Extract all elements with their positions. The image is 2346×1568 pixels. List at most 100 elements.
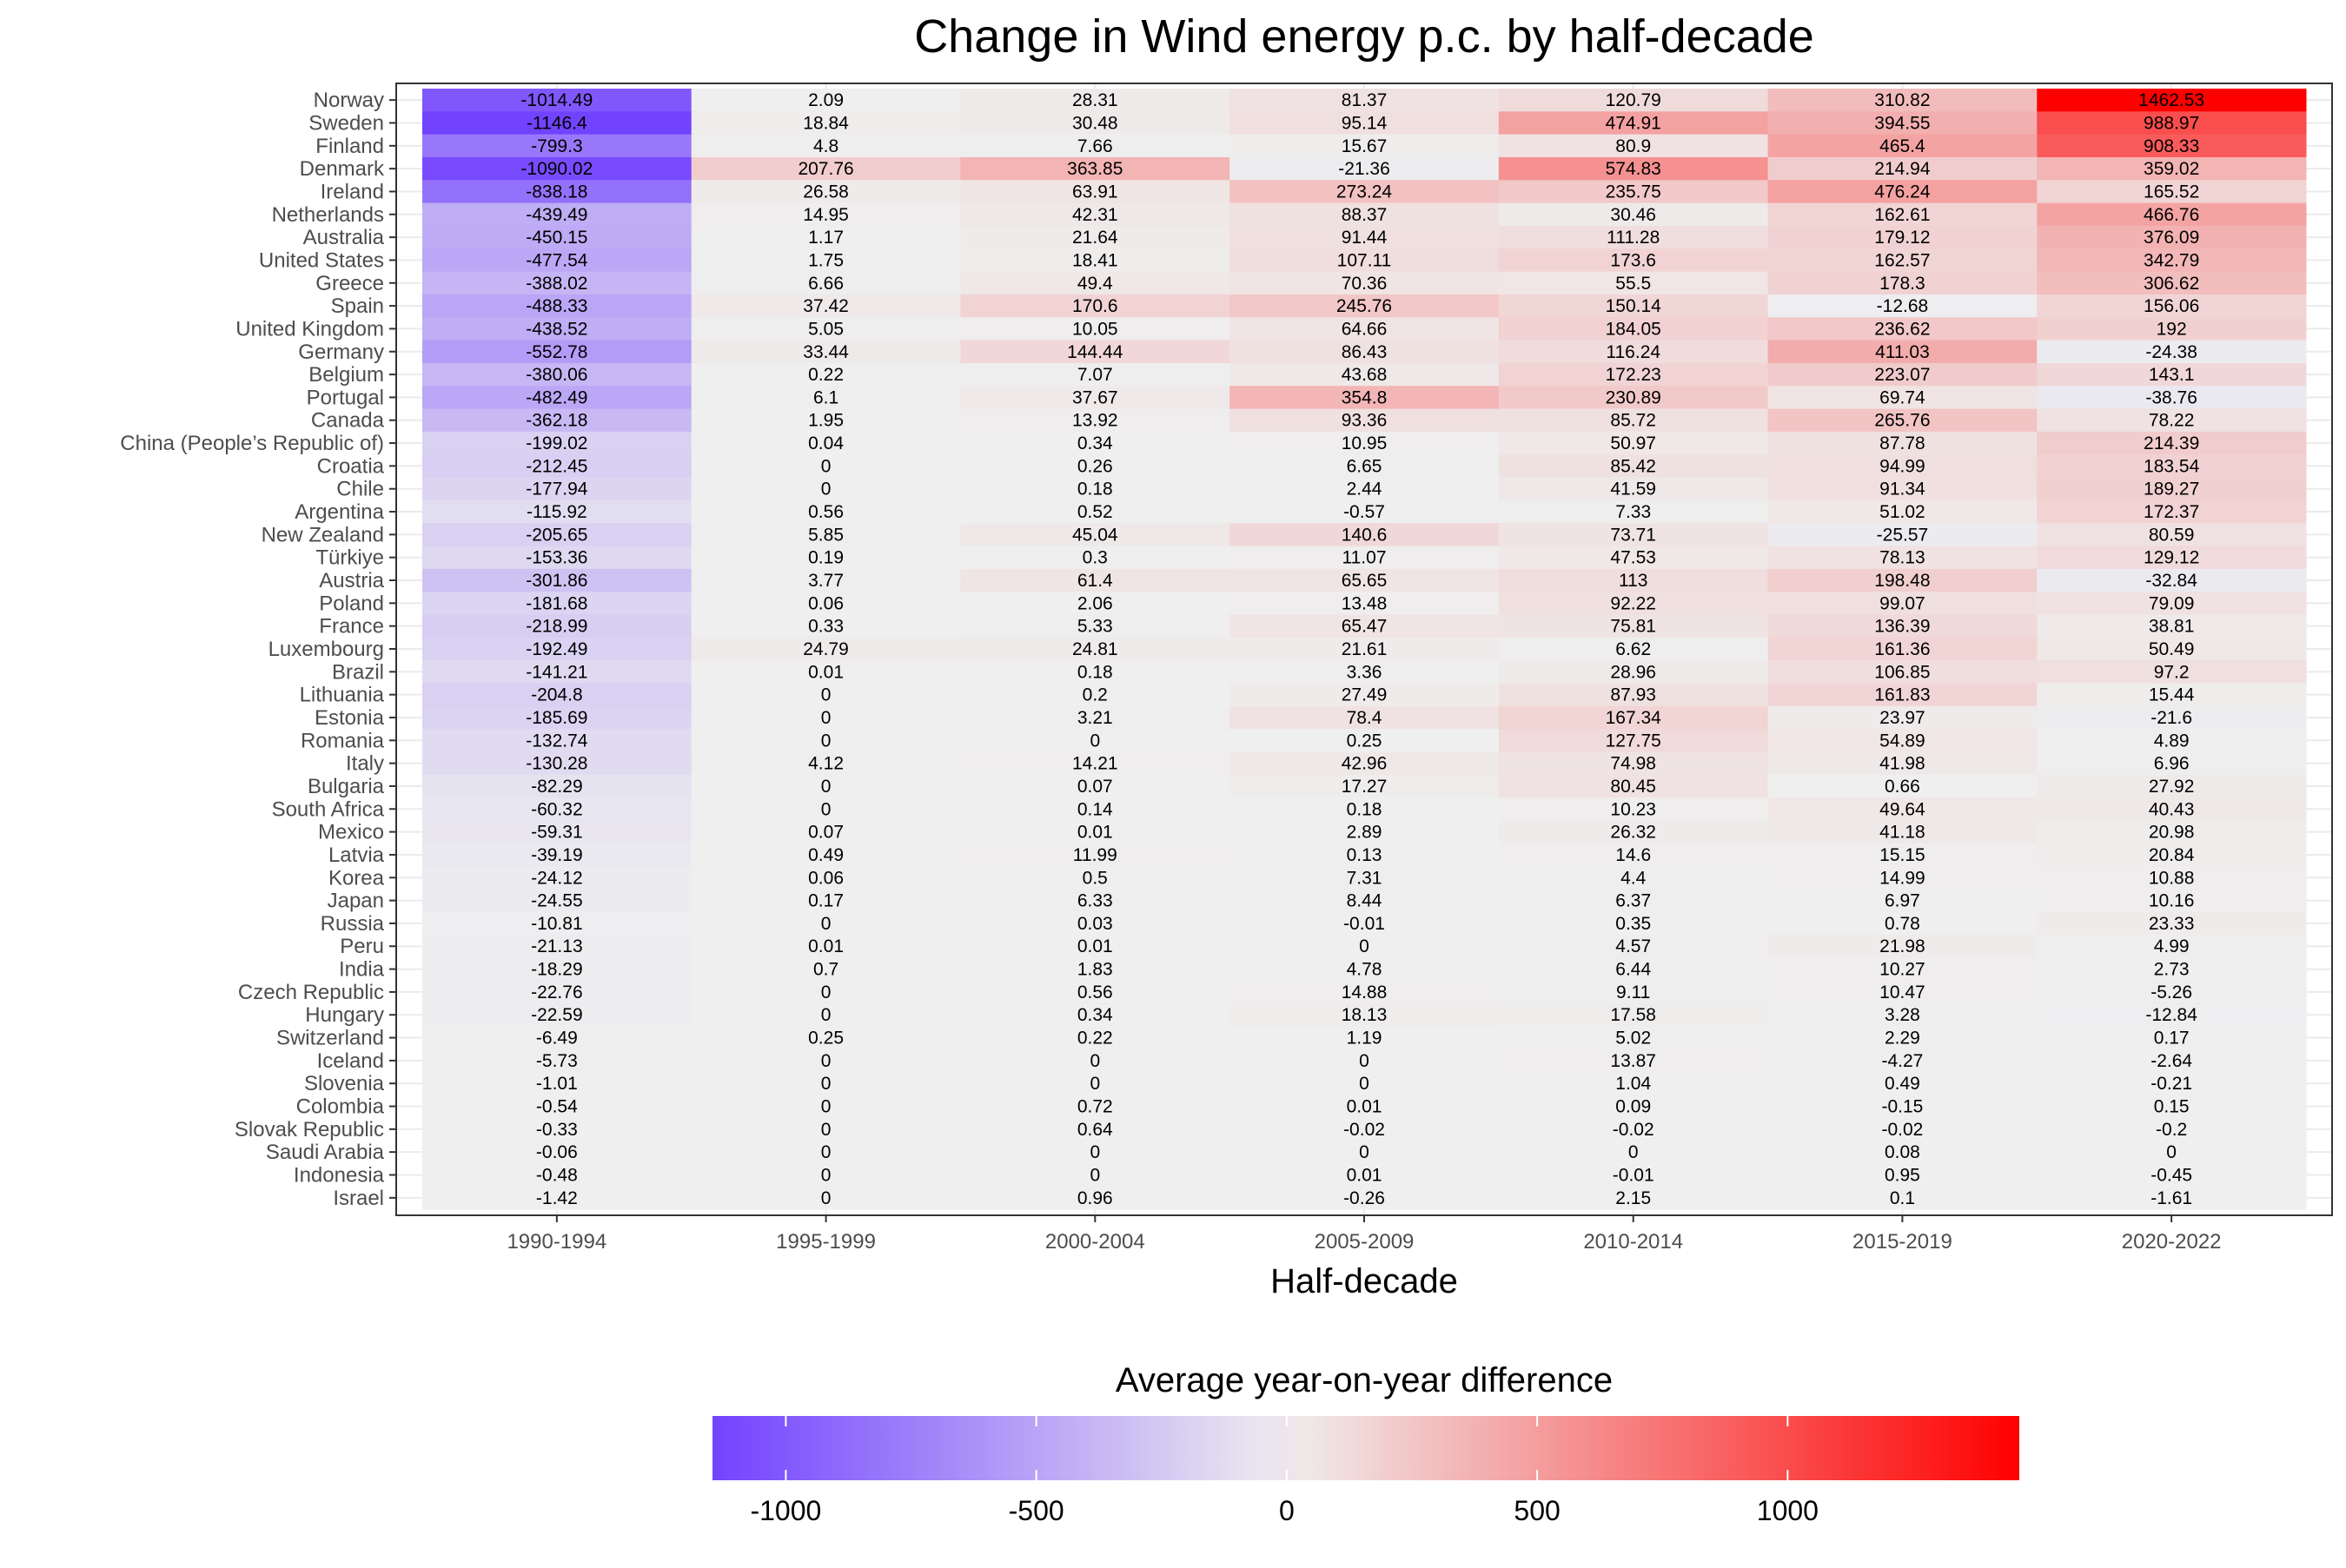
cell-value-label: 41.98	[1879, 754, 1925, 774]
cell-value-label: 0.52	[1077, 502, 1113, 522]
heatmap-cell	[691, 111, 961, 136]
cell-value-label: -0.26	[1343, 1188, 1385, 1208]
heatmap-cell	[1767, 202, 2038, 227]
heatmap-cell	[1498, 294, 1769, 318]
heatmap-cell	[1498, 820, 1769, 844]
cell-value-label: 1.17	[808, 228, 844, 248]
heatmap-cell	[422, 957, 693, 982]
cell-value-label: -0.45	[2150, 1166, 2192, 1186]
cell-value-label: 0.78	[1885, 914, 1920, 934]
cell-value-label: 4.89	[2154, 731, 2190, 751]
heatmap-cell	[960, 477, 1230, 501]
heatmap-cell	[1498, 866, 1769, 890]
cell-value-label: 28.96	[1610, 662, 1656, 682]
cell-value-label: 0.49	[808, 845, 844, 865]
heatmap-cell	[1229, 340, 1500, 364]
heatmap-cell	[2037, 592, 2307, 616]
cell-value-label: -799.3	[531, 136, 583, 156]
cell-value-label: 5.33	[1077, 617, 1113, 637]
heatmap-cell	[691, 202, 961, 227]
cell-value-label: 0.01	[1347, 1166, 1382, 1186]
heatmap-cell	[422, 1003, 693, 1027]
cell-value-label: 14.21	[1072, 754, 1118, 774]
heatmap-cell	[1229, 134, 1500, 158]
cell-value-label: 342.79	[2144, 250, 2199, 270]
heatmap-cell	[2037, 89, 2307, 112]
heatmap-cell	[422, 225, 693, 249]
heatmap-cell	[422, 705, 693, 730]
heatmap-cell	[1229, 317, 1500, 341]
heatmap-cell	[691, 546, 961, 570]
cell-value-label: -439.49	[526, 205, 587, 225]
x-tick-label: 1990-1994	[507, 1230, 606, 1254]
cell-value-label: -0.33	[536, 1120, 578, 1140]
heatmap-cell	[1498, 568, 1769, 592]
heatmap-cell	[691, 500, 961, 524]
cell-value-label: 0	[821, 1005, 832, 1025]
cell-value-label: 74.98	[1610, 754, 1656, 774]
cell-value-label: 183.54	[2144, 456, 2200, 476]
heatmap-cell	[422, 866, 693, 890]
cell-value-label: 0.09	[1615, 1097, 1651, 1117]
heatmap-cell	[2037, 546, 2307, 570]
cell-value-label: 179.12	[1874, 228, 1930, 248]
cell-value-label: 7.31	[1347, 868, 1382, 888]
cell-value-label: 0.18	[1077, 480, 1113, 500]
heatmap-cell	[1767, 683, 2038, 707]
heatmap-cell	[1498, 637, 1769, 661]
heatmap-cell	[691, 614, 961, 638]
cell-value-label: 113	[1619, 571, 1647, 591]
heatmap-cell	[1767, 111, 2038, 136]
cell-value-label: 136.39	[1874, 617, 1930, 637]
heatmap-cell	[422, 111, 693, 136]
cell-value-label: 2.29	[1885, 1029, 1920, 1049]
cell-value-label: 6.66	[808, 274, 844, 294]
heatmap-cell	[422, 454, 693, 479]
heatmap-cells	[422, 89, 2307, 1210]
heatmap-cell	[2037, 1072, 2307, 1095]
cell-value-label: 7.33	[1615, 502, 1651, 522]
heatmap-cell	[422, 1049, 693, 1073]
cell-value-label: -192.49	[526, 639, 587, 659]
cell-value-label: 0	[1090, 1166, 1100, 1186]
cell-value-label: 0.25	[808, 1029, 844, 1049]
heatmap-cell	[1498, 523, 1769, 547]
heatmap-cell	[1498, 683, 1769, 707]
cell-value-label: 13.92	[1072, 411, 1118, 431]
heatmap-cell	[691, 156, 961, 181]
legend-tick-label: -1000	[750, 1495, 821, 1526]
y-tick-label: Slovenia	[304, 1072, 385, 1095]
legend-colorbar	[712, 1416, 2019, 1480]
heatmap-cell	[1498, 271, 1769, 295]
y-tick-label: United Kingdom	[235, 317, 384, 341]
cell-value-label: 0	[1090, 731, 1100, 751]
heatmap-cell	[422, 500, 693, 524]
y-tick-label: Denmark	[300, 157, 385, 181]
legend-tick-label: -500	[1009, 1495, 1064, 1526]
heatmap-cell	[960, 1003, 1230, 1027]
cell-value-label: 0.49	[1885, 1074, 1920, 1094]
cell-value-label: -21.6	[2150, 708, 2192, 728]
cell-value-label: 18.41	[1072, 250, 1118, 270]
cell-value-label: 3.21	[1077, 708, 1113, 728]
heatmap-cell	[691, 705, 961, 730]
heatmap-cell	[1498, 1072, 1769, 1095]
heatmap-cell	[1498, 797, 1769, 821]
cell-value-label: 908.33	[2144, 136, 2199, 156]
y-tick-label: Germany	[298, 341, 384, 364]
y-tick-label: Japan	[328, 890, 384, 913]
y-tick-label: Korea	[328, 866, 385, 890]
cell-value-label: -130.28	[526, 754, 587, 774]
heatmap-cell	[2037, 271, 2307, 295]
heatmap-cell	[2037, 1186, 2307, 1210]
cell-value-label: 24.81	[1072, 639, 1118, 659]
heatmap-cell	[2037, 751, 2307, 776]
cell-value-label: -12.84	[2145, 1005, 2197, 1025]
cell-value-label: -0.02	[1343, 1120, 1385, 1140]
heatmap-cell	[691, 889, 961, 913]
cell-value-label: 2.89	[1347, 823, 1382, 843]
cell-value-label: 0	[821, 1188, 832, 1208]
heatmap-cell	[1229, 774, 1500, 798]
heatmap-cell	[1767, 797, 2038, 821]
heatmap-cell	[960, 911, 1230, 936]
